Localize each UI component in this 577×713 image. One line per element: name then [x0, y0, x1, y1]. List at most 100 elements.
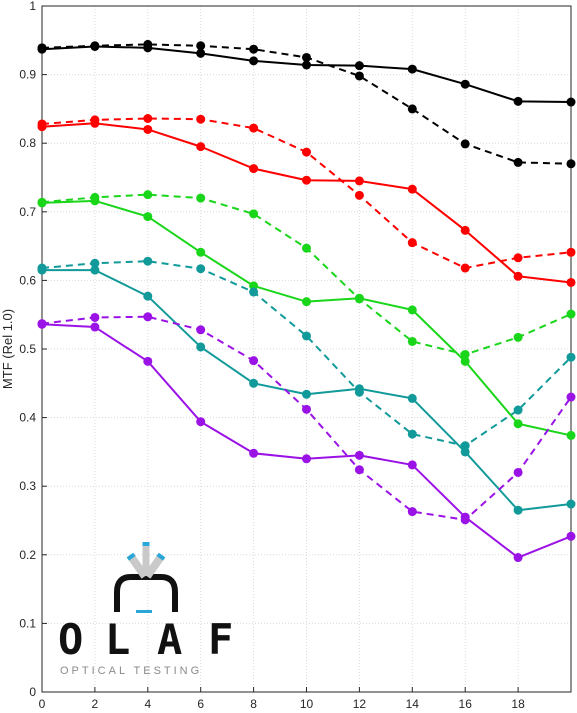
data-point — [513, 505, 523, 515]
data-point — [37, 263, 47, 273]
data-point — [566, 499, 576, 509]
data-point — [566, 247, 576, 257]
data-point — [196, 193, 206, 203]
series-lines — [37, 39, 576, 563]
data-point — [302, 147, 311, 157]
data-point — [513, 419, 523, 429]
data-point — [143, 190, 153, 200]
data-point — [249, 287, 259, 297]
data-point — [354, 71, 364, 81]
data-point — [513, 332, 523, 342]
data-point — [513, 405, 523, 415]
data-point — [249, 281, 259, 291]
data-point — [460, 139, 470, 149]
data-point — [302, 297, 311, 307]
data-point — [37, 119, 47, 129]
series-2 — [37, 39, 576, 169]
data-point — [143, 124, 153, 134]
data-point — [196, 142, 206, 152]
data-point — [407, 305, 417, 315]
data-point — [249, 448, 259, 458]
x-tick-label: 8 — [250, 697, 257, 711]
logo-letter-l: L — [105, 615, 130, 664]
data-point — [196, 247, 206, 257]
data-point — [196, 114, 206, 124]
data-point — [513, 553, 523, 563]
y-tick-label: 0.4 — [19, 411, 36, 425]
x-tick-label: 10 — [300, 697, 314, 711]
data-point — [37, 197, 47, 207]
x-tick-label: 14 — [406, 697, 420, 711]
data-point — [143, 39, 153, 49]
logo-mark-icon — [114, 542, 178, 613]
data-point — [90, 192, 100, 202]
data-point — [196, 264, 206, 274]
x-tick-label: 6 — [197, 697, 204, 711]
data-point — [354, 61, 364, 71]
data-point — [37, 319, 47, 329]
data-point — [354, 465, 364, 475]
data-point — [407, 64, 417, 74]
data-point — [143, 212, 153, 222]
y-tick-label: 0.6 — [19, 273, 36, 287]
data-point — [90, 115, 100, 125]
data-point — [90, 41, 100, 51]
data-point — [513, 157, 523, 167]
logo-letter-o: O — [58, 615, 83, 664]
data-point — [196, 417, 206, 427]
data-point — [249, 164, 259, 174]
data-point — [302, 389, 311, 399]
data-point — [196, 325, 206, 335]
data-point — [407, 460, 417, 470]
data-point — [566, 277, 576, 287]
data-point — [460, 225, 470, 235]
data-point — [407, 184, 417, 194]
data-point — [566, 97, 576, 107]
data-point — [143, 356, 153, 366]
data-point — [407, 507, 417, 517]
y-tick-label: 0.2 — [19, 548, 36, 562]
data-point — [566, 352, 576, 362]
data-point — [196, 342, 206, 352]
data-point — [460, 441, 470, 451]
olaf-logo: O L A F OPTICAL TESTING — [58, 542, 233, 677]
data-point — [249, 356, 259, 366]
data-point — [566, 531, 576, 541]
data-point — [513, 271, 523, 281]
data-point — [37, 43, 47, 53]
data-point — [302, 52, 311, 62]
data-point — [90, 312, 100, 322]
data-point — [143, 312, 153, 322]
data-point — [513, 253, 523, 263]
series-6 — [37, 190, 576, 359]
data-point — [407, 429, 417, 439]
data-point — [302, 175, 311, 185]
logo-letter-f: F — [208, 615, 233, 664]
data-point — [354, 450, 364, 460]
series-line — [41, 260, 572, 447]
y-tick-label: 1 — [29, 0, 36, 13]
data-point — [460, 349, 470, 359]
data-point — [460, 79, 470, 89]
x-tick-label: 4 — [144, 697, 151, 711]
y-tick-label: 0.3 — [19, 479, 36, 493]
data-point — [249, 123, 259, 133]
y-tick-label: 0 — [29, 685, 36, 699]
data-point — [460, 263, 470, 273]
data-point — [407, 393, 417, 403]
data-point — [513, 467, 523, 477]
data-point — [460, 515, 470, 525]
x-tick-label: 2 — [92, 697, 99, 711]
data-point — [407, 238, 417, 248]
data-point — [249, 378, 259, 388]
data-point — [302, 404, 311, 414]
data-point — [566, 430, 576, 440]
data-point — [566, 309, 576, 319]
data-point — [460, 356, 470, 366]
y-tick-label: 0.5 — [19, 342, 36, 356]
data-point — [566, 392, 576, 402]
x-tick-label: 18 — [511, 697, 525, 711]
data-point — [90, 265, 100, 275]
series-4 — [37, 114, 576, 273]
